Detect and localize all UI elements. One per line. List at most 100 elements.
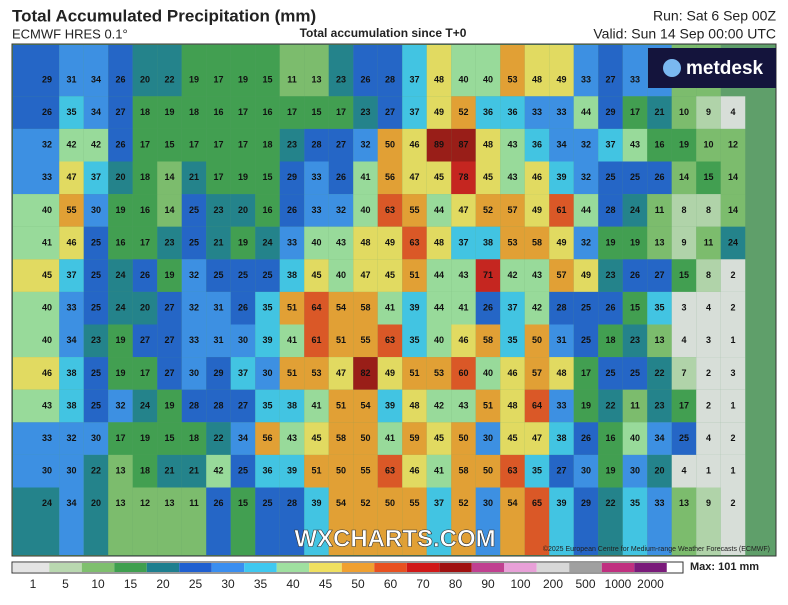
precip-cell: [647, 357, 672, 390]
precip-value: 47: [532, 433, 542, 443]
precip-value: 48: [483, 140, 493, 150]
precip-cell: [475, 454, 501, 488]
precip-value: 44: [434, 205, 444, 215]
precip-cell: [353, 226, 378, 260]
precip-cell: [181, 422, 207, 455]
precip-value: 39: [262, 335, 272, 345]
precip-cell: [524, 96, 550, 129]
precip-value: 10: [679, 107, 689, 117]
colorbar-segment: [276, 563, 310, 572]
precip-cell: [426, 487, 452, 555]
precip-value: 49: [556, 74, 566, 84]
precip-value: 60: [458, 368, 468, 378]
precip-value: 39: [409, 303, 419, 313]
precip-value: 30: [262, 368, 272, 378]
precip-value: 26: [115, 74, 125, 84]
precip-value: 14: [728, 172, 738, 182]
precip-cell: [206, 422, 231, 455]
precip-value: 16: [605, 433, 615, 443]
precip-value: 55: [409, 498, 419, 508]
precip-cell: [328, 96, 354, 129]
precip-value: 18: [140, 466, 150, 476]
precip-value: 36: [507, 107, 517, 117]
precip-cell: [59, 161, 84, 195]
precip-cell: [328, 291, 354, 325]
precip-value: 27: [164, 335, 174, 345]
colorbar-label: 90: [481, 577, 495, 591]
colorbar-segment: [341, 563, 375, 572]
colorbar-segment: [536, 563, 570, 572]
precip-cell: [230, 226, 256, 260]
precip-value: 52: [458, 107, 468, 117]
precip-value: 51: [311, 466, 321, 476]
precip-value: 41: [385, 433, 395, 443]
colorbar-label: 100: [510, 577, 530, 591]
colorbar-label: 15: [124, 577, 138, 591]
precip-cell: [230, 291, 256, 325]
precip-value: 19: [630, 237, 640, 247]
precip-value: 13: [654, 237, 664, 247]
precip-value: 49: [581, 270, 591, 280]
precip-value: 4: [706, 433, 711, 443]
precip-cell: [83, 96, 109, 129]
precip-cell: [132, 291, 158, 325]
precip-value: 29: [605, 107, 615, 117]
precip-value: 24: [115, 270, 125, 280]
precip-value: 30: [189, 368, 199, 378]
precip-cell: [426, 161, 452, 195]
precip-cell: [696, 324, 721, 358]
precip-value: 33: [311, 205, 321, 215]
precip-value: 19: [238, 237, 248, 247]
precip-cell: [328, 389, 354, 423]
precip-cell: [500, 194, 525, 227]
precip-value: 48: [434, 74, 444, 84]
precip-cell: [475, 291, 501, 325]
precip-value: 2: [730, 270, 735, 280]
precip-value: 17: [581, 368, 591, 378]
precip-cell: [573, 389, 599, 423]
subtitle: Total accumulation since T+0: [300, 26, 467, 40]
precip-value: 18: [189, 433, 199, 443]
precip-value: 25: [262, 270, 272, 280]
precip-cell: [132, 226, 158, 260]
precip-value: 15: [164, 140, 174, 150]
precip-value: 46: [532, 172, 542, 182]
precip-value: 58: [360, 303, 370, 313]
precip-cell: [206, 161, 231, 195]
precip-value: 23: [360, 107, 370, 117]
watermark: WXCHARTS.COM: [294, 525, 495, 552]
precip-value: 22: [213, 433, 223, 443]
precip-value: 33: [311, 172, 321, 182]
precip-cell: [157, 96, 182, 129]
precip-value: 23: [630, 335, 640, 345]
precip-cell: [328, 194, 354, 227]
precip-value: 32: [115, 400, 125, 410]
precip-cell: [255, 389, 280, 423]
precip-value: 55: [360, 466, 370, 476]
precip-cell: [549, 259, 574, 292]
precip-cell: [108, 454, 133, 488]
precip-cell: [108, 324, 133, 358]
precip-cell: [573, 194, 599, 227]
precip-value: 28: [189, 400, 199, 410]
precip-value: 44: [581, 107, 591, 117]
precip-value: 15: [630, 303, 640, 313]
precip-value: 40: [360, 205, 370, 215]
precip-cell: [132, 45, 158, 97]
precip-cell: [108, 291, 133, 325]
precip-value: 32: [581, 172, 591, 182]
precip-value: 18: [605, 335, 615, 345]
precip-value: 41: [458, 303, 468, 313]
precip-value: 26: [42, 107, 52, 117]
precip-value: 11: [630, 400, 640, 410]
precip-value: 50: [483, 466, 493, 476]
precip-value: 49: [434, 107, 444, 117]
precip-cell: [402, 226, 427, 260]
precip-cell: [59, 291, 84, 325]
precip-cell: [377, 291, 403, 325]
precip-value: 45: [507, 433, 517, 443]
precip-value: 71: [483, 270, 493, 280]
precip-value: 37: [434, 498, 444, 508]
precip-cell: [475, 161, 501, 195]
precip-value: 38: [287, 400, 297, 410]
